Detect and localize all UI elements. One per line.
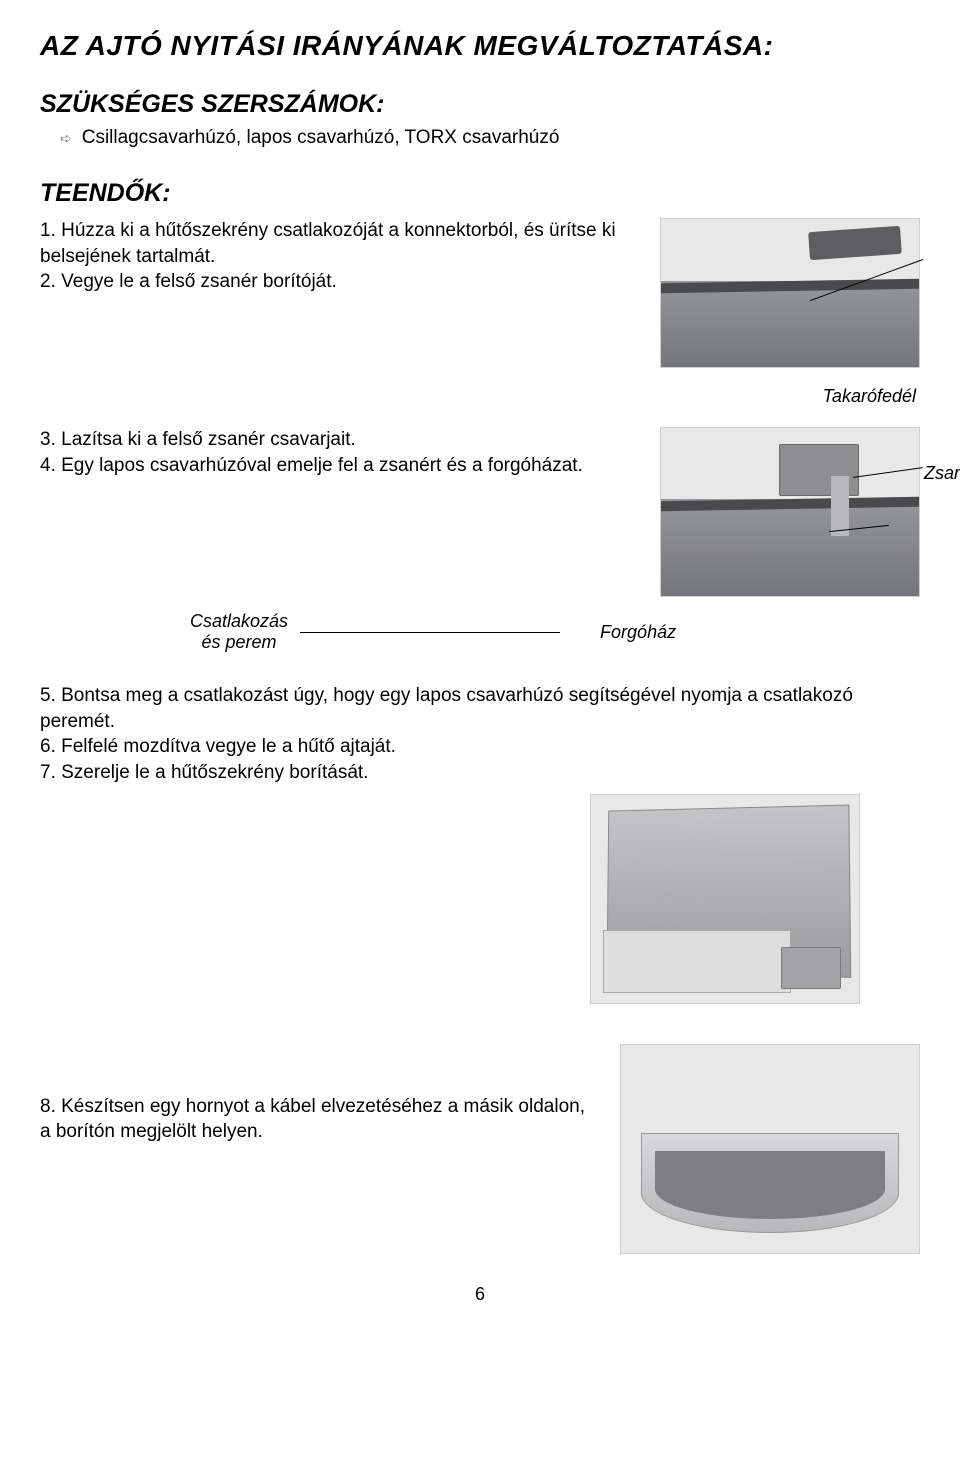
tools-row: ➪ Csillagcsavarhúzó, lapos csavarhúzó, T… [40, 127, 920, 149]
label-housing: Forgóház [600, 622, 676, 643]
tools-heading: SZÜKSÉGES SZERSZÁMOK: [40, 90, 920, 119]
steps-heading: TEENDŐK: [40, 179, 920, 208]
row-step-8: 8. Készítsen egy hornyot a kábel elvezet… [40, 1044, 920, 1254]
bullet-icon: ➪ [60, 130, 72, 147]
step-7: 7. Szerelje le a hűtőszekrény borítását. [40, 760, 920, 786]
page-title: AZ AJTÓ NYITÁSI IRÁNYÁNAK MEGVÁLTOZTATÁS… [40, 30, 920, 62]
step-5: 5. Bontsa meg a csatlakozást úgy, hogy e… [40, 683, 920, 734]
step-8: 8. Készítsen egy hornyot a kábel elvezet… [40, 1094, 600, 1145]
callout-line1: Csatlakozás [190, 611, 288, 632]
step-6: 6. Felfelé mozdítva vegye le a hűtő ajta… [40, 734, 920, 760]
step-2: 2. Vegye le a felső zsanér borítóját. [40, 269, 640, 295]
tools-list: Csillagcsavarhúzó, lapos csavarhúzó, TOR… [82, 127, 560, 149]
step-1: 1. Húzza ki a hűtőszekrény csatlakozóját… [40, 218, 640, 269]
row-steps-3-4: 3. Lazítsa ki a felső zsanér csavarjait.… [40, 427, 920, 597]
step-4: 4. Egy lapos csavarhúzóval emelje fel a … [40, 453, 640, 479]
figure-cover [660, 218, 920, 368]
step-3: 3. Lazítsa ki a felső zsanér csavarjait. [40, 427, 640, 453]
row-steps-1-2: 1. Húzza ki a hűtőszekrény csatlakozóját… [40, 218, 920, 368]
label-hinge: Zsanér [924, 463, 960, 484]
label-cover: Takarófedél [40, 386, 920, 407]
figure-groove [620, 1044, 920, 1254]
figure-fridge-body [590, 794, 860, 1004]
callout-connector: Csatlakozás és perem Forgóház [190, 611, 920, 653]
page-number: 6 [40, 1284, 920, 1305]
figure-hinge [660, 427, 920, 597]
callout-leader-line [300, 632, 560, 633]
callout-line2: és perem [190, 632, 288, 653]
row-steps-5-7: 5. Bontsa meg a csatlakozást úgy, hogy e… [40, 683, 920, 1004]
